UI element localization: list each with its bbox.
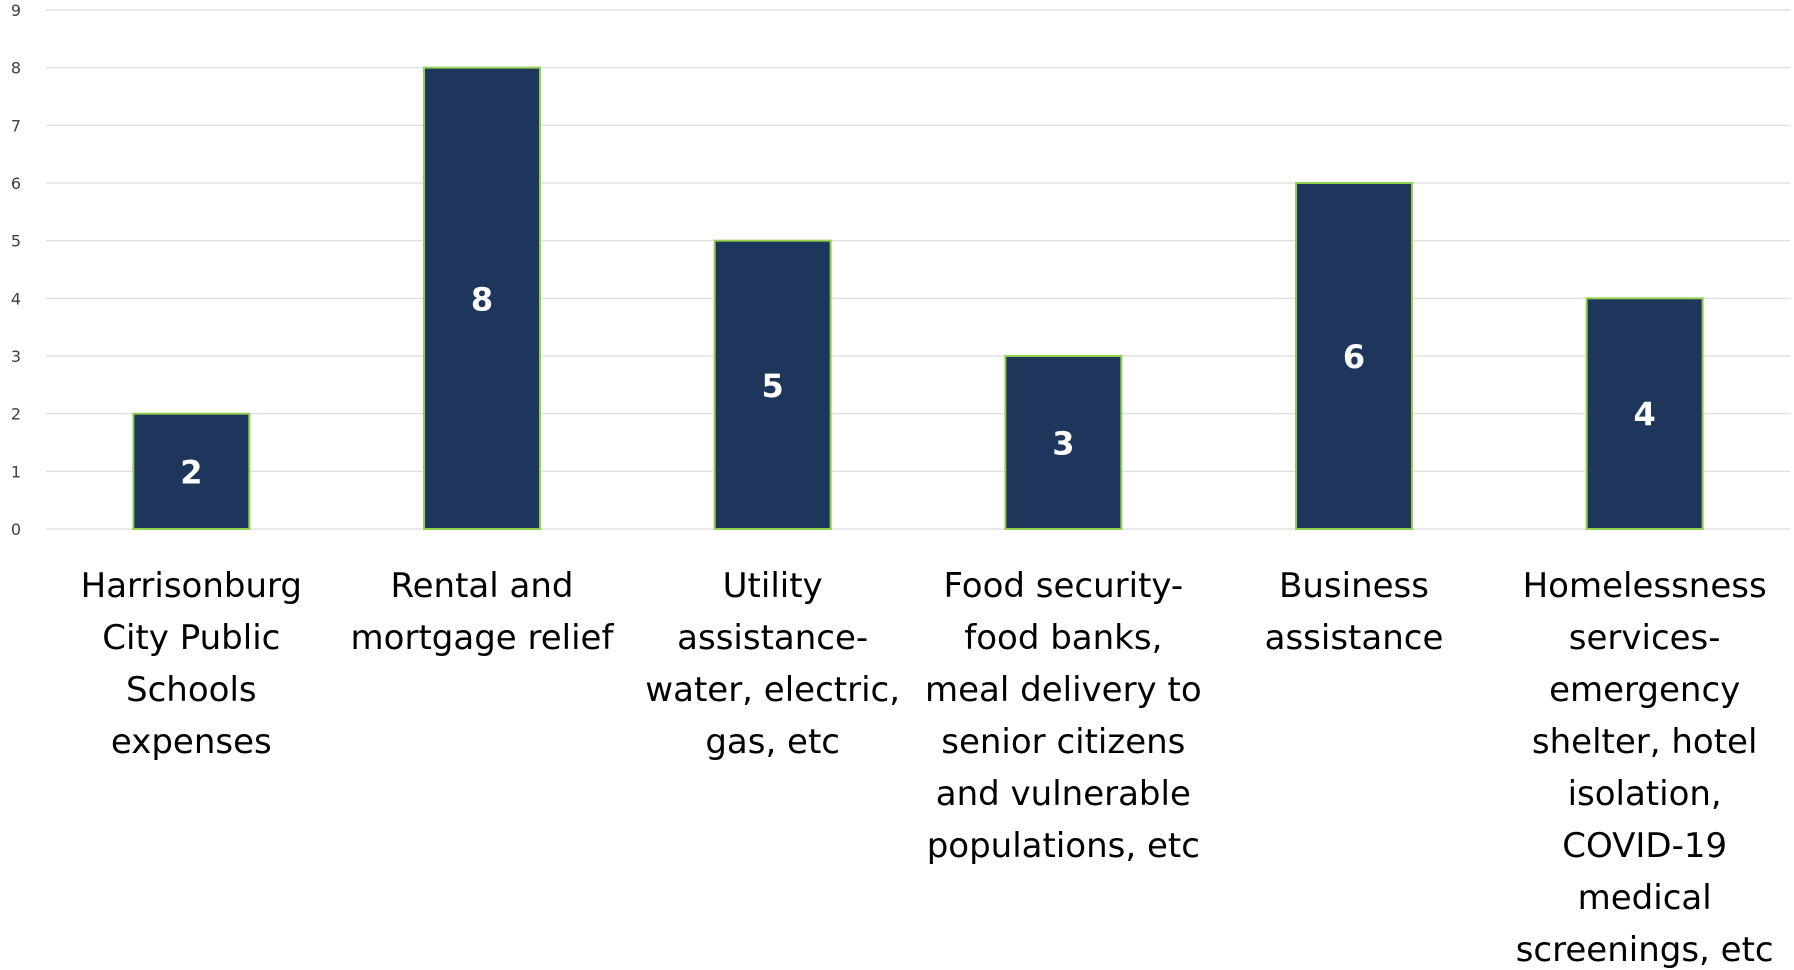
category-label-line: water, electric, [645,670,900,710]
category-label-line: screenings, etc [1516,930,1774,970]
data-label: 2 [180,453,202,491]
y-tick-label: 6 [11,174,21,193]
y-tick-label: 4 [11,289,21,308]
category-label-line: Utility [723,566,823,606]
data-label: 5 [762,367,784,405]
category-label-line: assistance- [677,618,868,658]
category-label: Utility assistance-water, electric, gas, e… [645,566,900,762]
category-label-line: Schools [126,670,257,710]
category-label-line: food banks, [964,618,1162,658]
category-label-line: assistance [1265,618,1444,658]
category-label-line: meal delivery to [925,670,1202,710]
bar [1004,355,1123,530]
category-label: Food security-food banks, meal delivery t… [925,566,1202,866]
category-label: Rental and mortgage relief [351,566,615,658]
category-label: Homelessness services-emergency shelter, h… [1516,566,1774,970]
y-tick-label: 2 [11,405,21,424]
y-tick-label: 7 [11,116,21,135]
bar [132,412,251,530]
data-labels: 2 8 5 3 6 4 [180,280,1656,491]
data-label: 6 [1343,338,1365,376]
y-tick-label: 9 [11,1,21,20]
data-label: 8 [471,280,493,318]
category-label-line: gas, etc [705,722,840,762]
category-label-line: emergency [1549,670,1740,710]
data-label: 4 [1634,396,1656,434]
category-label: Harrisonburg City Public Schools expenses [81,566,302,762]
category-label-line: COVID-19 [1562,826,1727,866]
y-axis-tick-labels: 0 1 2 3 4 5 6 7 8 9 [11,1,21,539]
y-tick-label: 5 [11,232,21,251]
bar [713,239,832,531]
category-labels: Harrisonburg City Public Schools expenses Re… [81,566,1774,970]
category-label-line: and vulnerable [936,774,1191,814]
bar [1585,297,1704,531]
category-label-line: Rental and [391,566,574,606]
category-label-line: populations, etc [927,826,1200,866]
category-label-line: City Public [102,618,280,658]
category-label-line: Business [1279,566,1429,606]
category-label-line: Food security- [943,566,1183,606]
gridlines [46,9,1790,530]
y-tick-label: 8 [11,59,21,78]
category-label-line: shelter, hotel [1532,722,1758,762]
category-label-line: mortgage relief [351,618,615,658]
y-tick-label: 1 [11,462,21,481]
category-label-line: isolation, [1568,774,1722,814]
category-label-line: Homelessness [1523,566,1767,606]
category-label-line: expenses [111,722,272,762]
category-label: Business assistance [1265,566,1444,658]
bar [1295,182,1413,530]
category-label-line: senior citizens [941,722,1185,762]
y-tick-label: 3 [11,347,21,366]
category-label-line: medical [1578,878,1712,918]
category-label-line: services- [1569,618,1721,658]
bars [132,66,1704,531]
y-tick-label: 0 [11,520,21,539]
bar [423,66,541,531]
data-label: 3 [1052,425,1074,463]
category-label-line: Harrisonburg [81,566,302,606]
